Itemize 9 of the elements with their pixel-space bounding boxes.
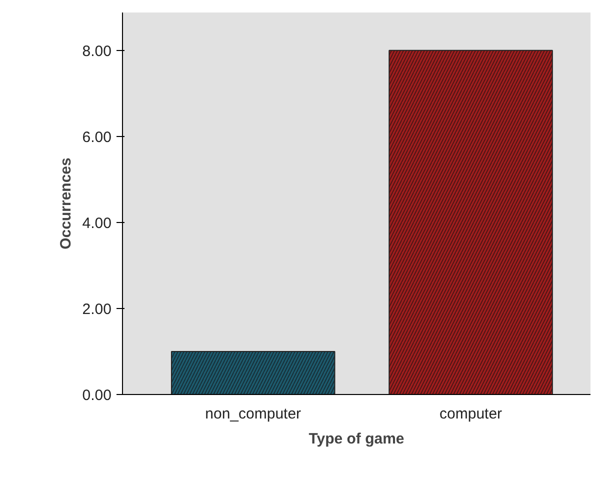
y-axis-title: Occurrences (57, 158, 74, 250)
x-axis-title: Type of game (308, 430, 404, 448)
y-tick-label: 4.00 (82, 214, 112, 232)
x-tick-label: non_computer (205, 406, 302, 422)
y-tick-label: 8.00 (82, 42, 112, 60)
y-tick-label: 6.00 (82, 128, 112, 146)
y-tick-label: 2.00 (82, 300, 112, 318)
x-tick-label: computer (440, 406, 502, 422)
y-tick-label: 0.00 (82, 387, 112, 404)
